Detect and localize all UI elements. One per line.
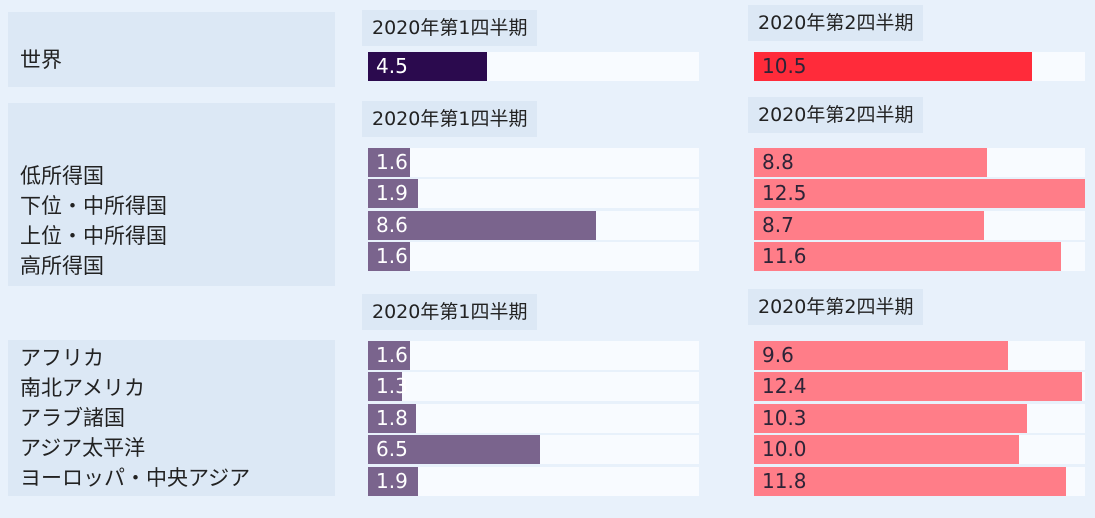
bar-track: 4.5	[368, 52, 699, 81]
bar-value-label: 1.6	[376, 244, 408, 269]
bar-value-label: 12.5	[762, 181, 807, 206]
bar	[754, 466, 1067, 496]
bar	[368, 52, 488, 81]
category-label-panel	[8, 103, 335, 286]
bar-track: 9.6	[754, 341, 1085, 370]
bar-track: 1.9	[368, 466, 699, 496]
bar-track: 11.8	[754, 466, 1085, 496]
period-header: 2020年第1四半期	[362, 101, 538, 137]
category-label: 下位・中所得国	[20, 194, 167, 218]
bar	[368, 242, 411, 272]
bar-value-label: 10.5	[762, 54, 807, 78]
bar-track: 8.8	[754, 148, 1085, 177]
bar-value-label: 1.9	[376, 181, 408, 206]
bar-track: 6.5	[368, 435, 699, 465]
bar-value-label: 1.3	[376, 374, 408, 399]
period-header: 2020年第1四半期	[362, 294, 538, 330]
bar-track: 1.6	[368, 242, 699, 272]
bar-value-label: 10.0	[762, 437, 807, 462]
bar-track: 12.5	[754, 179, 1085, 209]
category-label: アジア太平洋	[20, 436, 146, 460]
category-label: ヨーロッパ・中央アジア	[20, 466, 251, 490]
bar	[368, 148, 411, 177]
category-label: 高所得国	[20, 254, 104, 278]
bar	[368, 466, 419, 496]
bar-value-label: 4.5	[376, 54, 408, 78]
bar-track: 10.3	[754, 403, 1085, 433]
category-label: 世界	[20, 48, 62, 72]
bar-value-label: 1.8	[376, 405, 408, 430]
bar	[368, 372, 403, 402]
bar-track: 1.6	[368, 341, 699, 370]
bar	[754, 179, 1085, 209]
bar-track: 12.4	[754, 372, 1085, 402]
period-header: 2020年第1四半期	[362, 10, 538, 46]
bar-track: 10.0	[754, 435, 1085, 465]
bar	[368, 179, 419, 209]
bar-track: 10.5	[754, 52, 1085, 81]
bar	[754, 148, 988, 177]
period-header: 2020年第2四半期	[748, 97, 924, 133]
bar-value-label: 6.5	[376, 437, 408, 462]
bar-track: 1.6	[368, 148, 699, 177]
category-label: アフリカ	[20, 346, 104, 370]
bar-value-label: 1.9	[376, 468, 408, 493]
bar	[754, 341, 1009, 370]
category-label-panel	[8, 340, 335, 496]
bar-value-label: 12.4	[762, 374, 807, 399]
bar	[754, 435, 1019, 465]
bar-track: 1.8	[368, 403, 699, 433]
period-header: 2020年第2四半期	[748, 289, 924, 325]
bar	[754, 403, 1027, 433]
category-label: アラブ諸国	[20, 406, 125, 430]
bar-track: 11.6	[754, 242, 1085, 272]
bar	[368, 341, 411, 370]
bar-value-label: 8.7	[762, 212, 794, 237]
category-label: 低所得国	[20, 164, 104, 188]
bar-track: 8.7	[754, 210, 1085, 240]
bar-value-label: 11.6	[762, 244, 807, 269]
bar-value-label: 8.6	[376, 212, 408, 237]
bar	[368, 210, 596, 240]
bar-track: 8.6	[368, 210, 699, 240]
period-header: 2020年第2四半期	[748, 5, 924, 41]
bar-value-label: 8.8	[762, 150, 794, 174]
bar	[754, 210, 985, 240]
bar	[368, 403, 416, 433]
bar	[368, 435, 541, 465]
bar	[754, 372, 1083, 402]
bar	[754, 242, 1062, 272]
bar-value-label: 11.8	[762, 468, 807, 493]
bar-track: 1.3	[368, 372, 699, 402]
bar-value-label: 9.6	[762, 343, 794, 367]
bar	[754, 52, 1033, 81]
bar-value-label: 1.6	[376, 343, 408, 367]
category-label: 南北アメリカ	[20, 376, 145, 400]
bar-value-label: 1.6	[376, 150, 408, 174]
bar-value-label: 10.3	[762, 405, 807, 430]
category-label-panel	[8, 12, 335, 87]
category-label: 上位・中所得国	[20, 224, 167, 248]
bar-track: 1.9	[368, 179, 699, 209]
